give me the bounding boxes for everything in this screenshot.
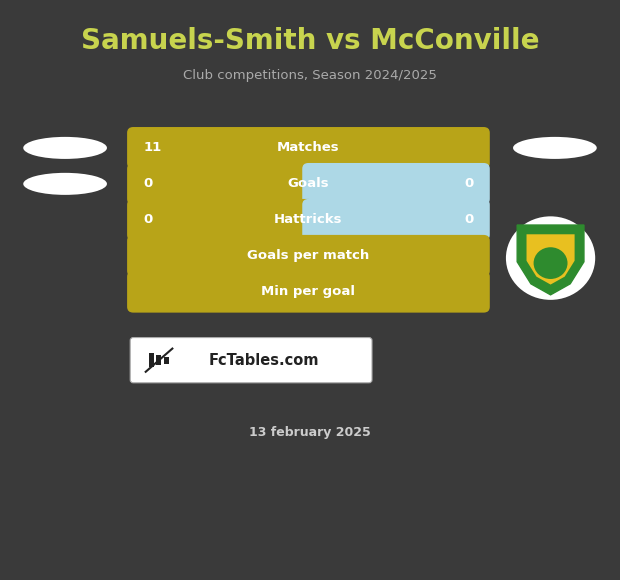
FancyBboxPatch shape xyxy=(149,353,154,368)
FancyBboxPatch shape xyxy=(130,338,372,383)
Text: 0: 0 xyxy=(143,177,153,190)
FancyBboxPatch shape xyxy=(127,127,490,169)
Text: FcTables.com: FcTables.com xyxy=(208,353,319,368)
FancyBboxPatch shape xyxy=(127,271,490,313)
FancyBboxPatch shape xyxy=(156,355,161,365)
FancyBboxPatch shape xyxy=(302,163,490,205)
Text: Club competitions, Season 2024/2025: Club competitions, Season 2024/2025 xyxy=(183,69,437,82)
Text: 0: 0 xyxy=(464,177,474,190)
Text: Min per goal: Min per goal xyxy=(262,285,355,298)
Polygon shape xyxy=(517,225,584,295)
Text: Matches: Matches xyxy=(277,142,340,154)
Text: 0: 0 xyxy=(464,213,474,226)
Circle shape xyxy=(534,247,567,279)
Text: Goals: Goals xyxy=(288,177,329,190)
Ellipse shape xyxy=(513,137,596,159)
Text: Samuels-Smith vs McConville: Samuels-Smith vs McConville xyxy=(81,27,539,55)
Text: Hattricks: Hattricks xyxy=(274,213,343,226)
Text: Goals per match: Goals per match xyxy=(247,249,370,262)
FancyBboxPatch shape xyxy=(127,199,314,241)
Circle shape xyxy=(506,216,595,300)
Text: 0: 0 xyxy=(143,213,153,226)
FancyBboxPatch shape xyxy=(164,357,169,364)
Ellipse shape xyxy=(23,173,107,195)
FancyBboxPatch shape xyxy=(127,163,314,205)
Text: 13 february 2025: 13 february 2025 xyxy=(249,426,371,438)
FancyBboxPatch shape xyxy=(127,235,490,277)
FancyBboxPatch shape xyxy=(302,199,490,241)
Polygon shape xyxy=(526,234,575,285)
Text: 11: 11 xyxy=(143,142,161,154)
Ellipse shape xyxy=(23,137,107,159)
